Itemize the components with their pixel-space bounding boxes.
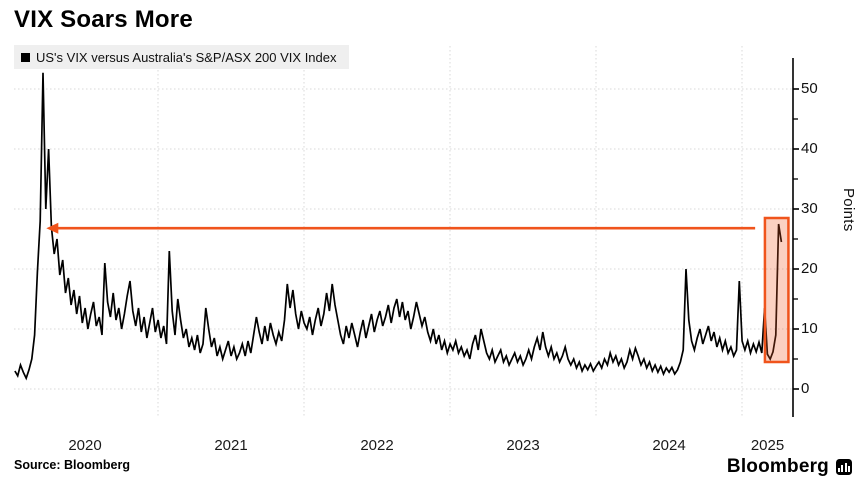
x-year-label: 2025 xyxy=(750,437,785,454)
y-tick-label: 20 xyxy=(801,260,818,277)
bar-chart-icon xyxy=(836,459,852,475)
x-year-label: 2022 xyxy=(360,437,394,454)
bloomberg-logo: Bloomberg xyxy=(727,456,852,478)
page-title: VIX Soars More xyxy=(14,6,193,33)
y-tick-label: 30 xyxy=(801,200,818,217)
comparison-arrow-head-icon xyxy=(46,222,59,234)
legend-label: US's VIX versus Australia's S&P/ASX 200 … xyxy=(36,49,337,65)
vix-spread-line xyxy=(14,72,783,381)
x-year-label: 2023 xyxy=(506,437,540,454)
y-tick-label: 40 xyxy=(801,140,818,157)
y-tick-label: 0 xyxy=(801,380,810,397)
source-note: Source: Bloomberg xyxy=(14,458,130,472)
highlight-box xyxy=(763,216,790,364)
x-year-label: 2024 xyxy=(652,437,686,454)
y-axis-title: Points xyxy=(840,188,857,232)
legend: US's VIX versus Australia's S&P/ASX 200 … xyxy=(14,45,349,69)
legend-square-swatch-icon xyxy=(21,52,30,62)
x-year-label: 2021 xyxy=(214,437,248,454)
bloomberg-wordmark: Bloomberg xyxy=(726,456,829,477)
y-tick-label: 50 xyxy=(801,80,818,97)
y-tick-label: 10 xyxy=(801,320,818,337)
x-year-label: 2020 xyxy=(68,437,102,454)
